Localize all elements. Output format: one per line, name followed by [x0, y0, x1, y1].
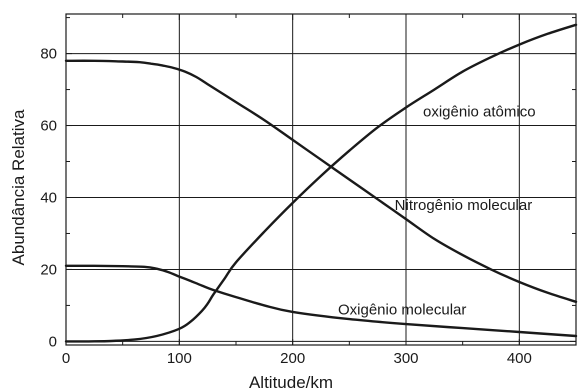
x-axis-label: Altitude/km — [249, 373, 333, 391]
grid — [66, 14, 576, 345]
x-tick-label: 300 — [393, 350, 418, 367]
y-tick-label: 60 — [40, 118, 57, 135]
series-label-oxigenio-molecular: Oxigênio molecular — [338, 301, 466, 318]
series-line-nitrogenio-molecular — [64, 59, 578, 303]
series-lines — [64, 23, 578, 343]
series-label-nitrogenio-molecular: Nitrogênio molecular — [395, 197, 533, 214]
y-tick-label: 20 — [40, 261, 57, 278]
x-tick-label: 100 — [167, 350, 192, 367]
y-tick-label: 40 — [40, 189, 57, 206]
x-tick-label: 200 — [280, 350, 305, 367]
series-line-oxigenio-atomico — [64, 23, 578, 343]
axis-ticks — [65, 14, 576, 345]
x-tick-label: 0 — [62, 350, 70, 367]
y-tick-label: 80 — [40, 46, 57, 63]
series-labels: oxigênio atômico Nitrogênio molecular Ox… — [338, 104, 536, 319]
y-tick-label: 0 — [49, 333, 57, 350]
series-label-oxigenio-atomico: oxigênio atômico — [423, 104, 536, 121]
x-tick-label: 400 — [507, 350, 532, 367]
y-axis-tick-labels: 0 20 40 60 80 — [40, 46, 57, 351]
x-axis-tick-labels: 0 100 200 300 400 — [62, 350, 532, 367]
series-line-oxigenio-molecular — [64, 264, 578, 338]
plot-frame — [65, 13, 577, 346]
y-axis-label: Abundância Relativa — [9, 109, 28, 265]
